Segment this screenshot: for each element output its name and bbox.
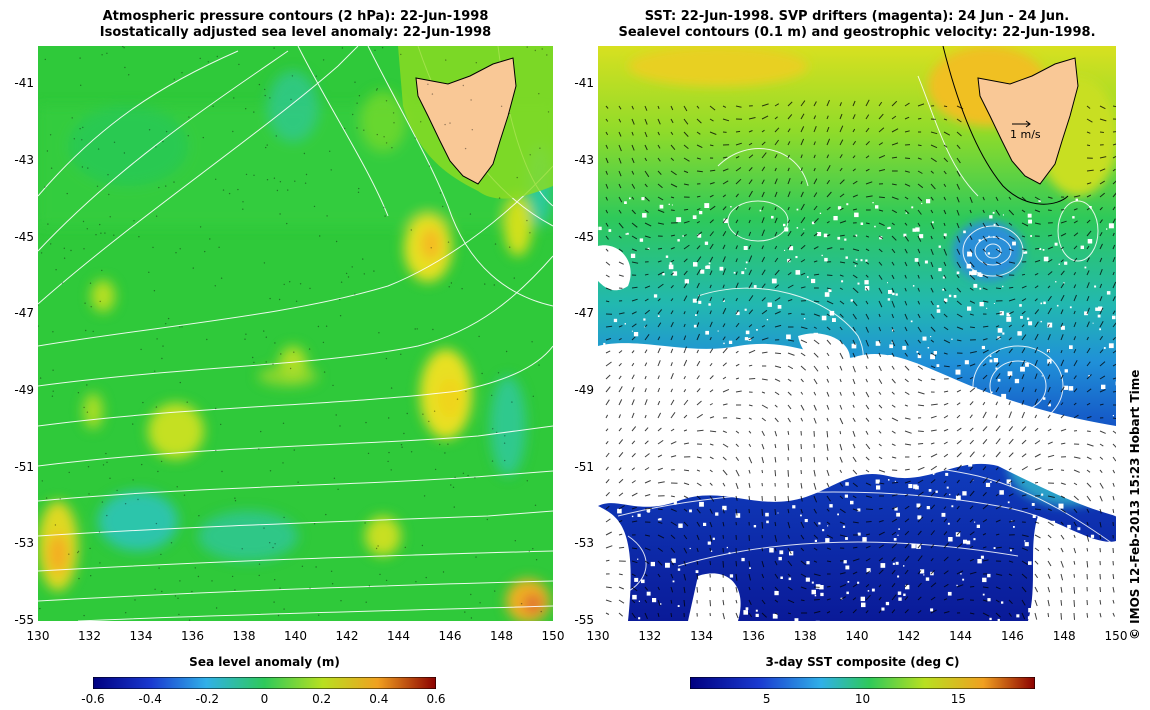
right_map-lon-tick: 138 <box>793 629 817 643</box>
left_map-lon-tick: 138 <box>232 629 256 643</box>
right_map-lon-tick: 140 <box>845 629 869 643</box>
right_map-lon-tick: 150 <box>1104 629 1128 643</box>
left_map-lat-tick: -55 <box>14 613 34 627</box>
left_map-lon-tick: 132 <box>78 629 101 643</box>
left_map-lat-tick: -53 <box>14 536 34 551</box>
sealevel-contours <box>617 75 1116 597</box>
tasmania-right <box>942 46 1079 205</box>
right_map-lon-tick: 132 <box>638 629 662 643</box>
left_map-lat-tick: -49 <box>14 383 34 397</box>
sst-colorbar <box>690 677 1035 689</box>
right_map-lon-tick: 130 <box>586 629 610 643</box>
left-map-title-line1: Atmospheric pressure contours (2 hPa): 2… <box>102 9 489 24</box>
right_map-lat-tick: -51 <box>574 459 594 474</box>
left_map-colorbar-tick: -0.2 <box>195 692 220 706</box>
left_map-lon-tick: 130 <box>26 629 50 643</box>
left-map-title-line2: Isostatically adjusted sea level anomaly… <box>99 25 492 40</box>
right_map-lon-tick: 136 <box>741 629 765 643</box>
velocity-vectors <box>605 99 1116 620</box>
right_map-lat-tick: -53 <box>574 536 594 551</box>
left_map-lon-tick: 148 <box>490 629 513 643</box>
sst-map: 1 m/s <box>598 46 1116 621</box>
right_map-colorbar-tick: 15 <box>950 692 966 706</box>
right_map-lat-tick: -49 <box>574 383 594 397</box>
left_map-lon-tick: 134 <box>129 629 153 643</box>
right_map-lon-tick: 148 <box>1052 629 1076 643</box>
right_map-lon-tick: 146 <box>1000 629 1024 643</box>
left_map-colorbar-tick: 0.2 <box>312 692 332 706</box>
left_map-colorbar-tick: -0.4 <box>138 692 162 706</box>
right_map-lon-tick: 144 <box>949 629 973 643</box>
left_map-colorbar-tick: 0.4 <box>369 692 389 706</box>
sea-level-anomaly-map <box>38 46 553 621</box>
right-map-title-line1: SST: 22-Jun-1998. SVP drifters (magenta)… <box>644 9 1070 24</box>
left_map-lat-tick: -41 <box>14 76 34 91</box>
right_map-lat-tick: -41 <box>574 76 594 91</box>
right-colorbar-title: 3-day SST composite (deg C) <box>765 655 960 669</box>
drifter-dots <box>38 46 550 621</box>
left_map-lon-tick: 136 <box>181 629 204 643</box>
right_map-colorbar-tick: 5 <box>762 692 771 706</box>
velocity-scale-label: 1 m/s <box>1010 128 1041 141</box>
left_map-colorbar-tick: 0 <box>260 692 269 706</box>
right_map-colorbar-tick: 10 <box>854 692 871 706</box>
right_map-lat-tick: -45 <box>574 229 594 244</box>
right_map-lon-tick: 134 <box>690 629 714 643</box>
left_map-lon-tick: 140 <box>284 629 307 643</box>
left_map-lon-tick: 146 <box>438 629 462 643</box>
left_map-lon-tick: 150 <box>541 629 565 643</box>
left_map-lat-tick: -47 <box>14 306 34 321</box>
right_map-lat-tick: -47 <box>574 306 594 321</box>
velocity-scale: 1 m/s <box>1010 120 1041 141</box>
pressure-contours <box>38 46 553 621</box>
left_map-lat-tick: -45 <box>14 229 34 244</box>
right_map-lat-tick: -55 <box>574 613 594 627</box>
left_map-lat-tick: -43 <box>14 153 34 167</box>
tasmania-left <box>398 46 553 199</box>
left_map-lat-tick: -51 <box>14 459 34 474</box>
left_map-colorbar-tick: 0.6 <box>426 692 446 706</box>
sea-level-colorbar <box>93 677 436 689</box>
right_map-lat-tick: -43 <box>574 153 594 167</box>
copyright-credit: © IMOS 12-Feb-2013 15:23 Hobart Time <box>1128 369 1142 640</box>
right_map-lon-tick: 142 <box>897 629 921 643</box>
left-colorbar-title: Sea level anomaly (m) <box>189 655 340 669</box>
left_map-colorbar-tick: -0.6 <box>81 692 105 706</box>
left_map-lon-tick: 144 <box>387 629 410 643</box>
left_map-lon-tick: 142 <box>335 629 359 643</box>
right-map-title-line2: Sealevel contours (0.1 m) and geostrophi… <box>618 25 1096 40</box>
